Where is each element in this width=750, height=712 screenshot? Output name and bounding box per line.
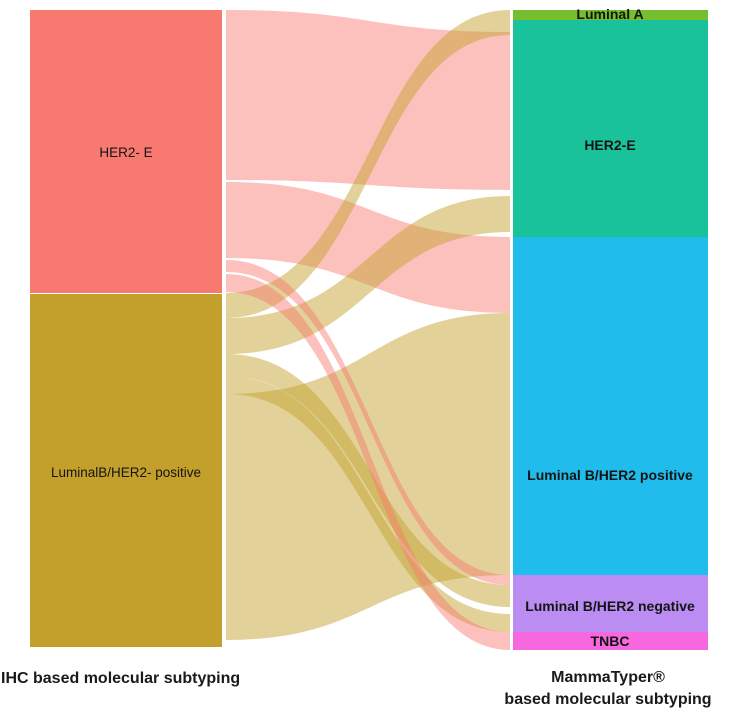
flow-lumb-to-her2e-lower (226, 196, 510, 354)
right-axis-nodes: Luminal A HER2-E Luminal B/HER2 positive… (513, 6, 708, 650)
left-axis-nodes: HER2- E LuminalB/HER2- positive (30, 10, 222, 647)
node-ihc-lumb-pos (30, 294, 222, 647)
flow-lumb-to-lumb-neg-b (226, 376, 510, 632)
right-axis-title-line1: MammaTyper® (551, 669, 665, 686)
node-ihc-her2e (30, 10, 222, 293)
flow-lumb-to-lumb-neg-a (226, 354, 510, 607)
flow-ribbons (226, 10, 510, 650)
node-mt-her2e-label: HER2-E (584, 137, 635, 153)
flow-lumb-to-lumb-pos (226, 313, 510, 640)
node-mt-lumb-pos-label: Luminal B/HER2 positive (527, 467, 693, 483)
node-mt-lumb-neg-label: Luminal B/HER2 negative (525, 598, 695, 614)
node-ihc-lumb-pos-label: LuminalB/HER2- positive (51, 465, 201, 480)
flow-her2e-to-lumb-neg (226, 260, 510, 585)
node-mt-tnbc-label: TNBC (591, 633, 630, 649)
node-mt-luminala (513, 10, 708, 20)
flow-her2e-to-lumb-pos (226, 182, 510, 313)
node-mt-lumb-neg (513, 575, 708, 632)
flow-lumb-to-her2e-upper (226, 20, 510, 318)
flow-her2e-to-tnbc (226, 274, 510, 650)
flow-her2e-to-her2e (226, 10, 510, 190)
left-axis-title: IHC based molecular subtyping (1, 670, 240, 687)
node-mt-lumb-pos (513, 237, 708, 575)
node-mt-luminala-label: Luminal A (576, 6, 643, 22)
flow-lumb-to-luminala (226, 10, 510, 303)
node-mt-her2e (513, 20, 708, 237)
axis-titles: IHC based molecular subtyping MammaTyper… (1, 669, 712, 708)
right-axis-title-line2: based molecular subtyping (504, 691, 711, 708)
node-ihc-her2e-label: HER2- E (99, 145, 152, 160)
node-mt-tnbc (513, 632, 708, 650)
